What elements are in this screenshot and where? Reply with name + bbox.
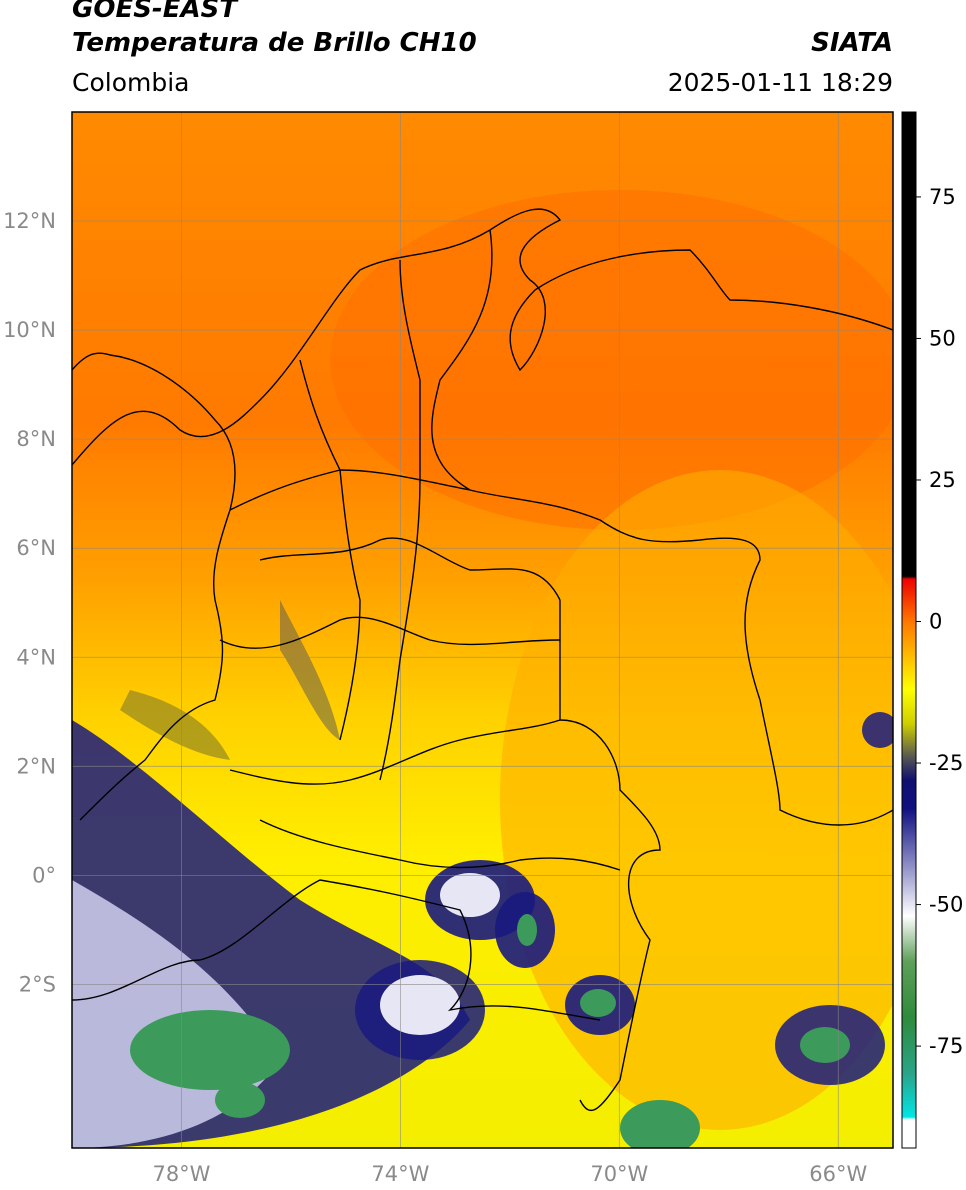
lat-tick-label: 6°N: [16, 536, 56, 560]
colorbar: 75 50 25 0 -25 -50 -75: [901, 111, 963, 1149]
dept-border-8: [299, 359, 341, 471]
lat-tick-label: 4°N: [16, 645, 56, 669]
satellite-title: GOES-EAST: [72, 0, 238, 24]
dept-border-7: [379, 479, 421, 781]
convective-cell-1-core: [440, 873, 500, 917]
warm-region: [330, 190, 893, 530]
colorbar-gradient: [902, 112, 916, 1148]
colorbar-tick-label: 25: [929, 468, 956, 492]
lon-axis: 78°W 74°W 70°W 66°W: [152, 1162, 867, 1186]
organization-label: SIATA: [811, 28, 893, 58]
colorbar-tick-label: -25: [929, 751, 963, 775]
timestamp-label: 2025-01-11 18:29: [667, 68, 893, 97]
cloud-top-1: [130, 1010, 290, 1090]
colorbar-ticks: 75 50 25 0 -25 -50 -75: [916, 185, 963, 1058]
convective-cell-5: [620, 1100, 700, 1148]
coastal-cloud-streak: [120, 690, 230, 760]
dept-border-9: [399, 259, 421, 480]
colorbar-tick-label: -75: [929, 1034, 963, 1058]
product-title: Temperatura de Brillo CH10: [72, 28, 477, 58]
dept-border-5: [259, 819, 621, 871]
lat-tick-label: 2°N: [16, 754, 56, 778]
convective-cell-3-core: [380, 975, 460, 1035]
convective-cell-2-core: [517, 914, 537, 946]
gridlines: [72, 112, 893, 1148]
dept-border-3: [219, 616, 561, 649]
lon-tick-label: 74°W: [371, 1162, 429, 1186]
lat-tick-label: 2°S: [19, 972, 56, 996]
colorbar-tick-label: 50: [929, 326, 956, 350]
peru-ecuador-border: [72, 879, 601, 1021]
colorbar-tick-label: 75: [929, 185, 956, 209]
dept-border-4: [229, 719, 561, 785]
region-label: Colombia: [72, 68, 190, 97]
lon-tick-label: 66°W: [809, 1162, 867, 1186]
lat-tick-label: 12°N: [3, 209, 56, 233]
map-panel: [72, 112, 893, 1148]
andes-cloud-streak: [280, 600, 340, 740]
lon-tick-label: 70°W: [590, 1162, 648, 1186]
lat-axis: 12°N 10°N 8°N 6°N 4°N 2°N 0° 2°S: [3, 209, 56, 996]
colorbar-tick-label: 0: [929, 610, 942, 634]
venezuela-border: [431, 229, 893, 826]
borders: [72, 208, 893, 1112]
map-frame: [71, 111, 894, 1149]
convective-cell-6-core: [800, 1027, 850, 1063]
convective-cell-7: [862, 712, 893, 748]
lat-tick-label: 8°N: [16, 427, 56, 451]
plains-region: [500, 470, 893, 1130]
brazil-border: [559, 600, 661, 1112]
lat-tick-label: 10°N: [3, 318, 56, 342]
pacific-coast: [72, 352, 236, 821]
cloud-top-2: [215, 1082, 265, 1118]
lon-tick-label: 78°W: [152, 1162, 210, 1186]
caribbean-coast: [72, 208, 893, 466]
colorbar-tick-label: -50: [929, 893, 963, 917]
dept-border-6: [339, 469, 361, 741]
dept-border-2: [259, 537, 561, 601]
lat-tick-label: 0°: [32, 863, 56, 887]
colorbar-frame: [901, 111, 917, 1149]
convective-cell-4-core: [580, 989, 616, 1017]
